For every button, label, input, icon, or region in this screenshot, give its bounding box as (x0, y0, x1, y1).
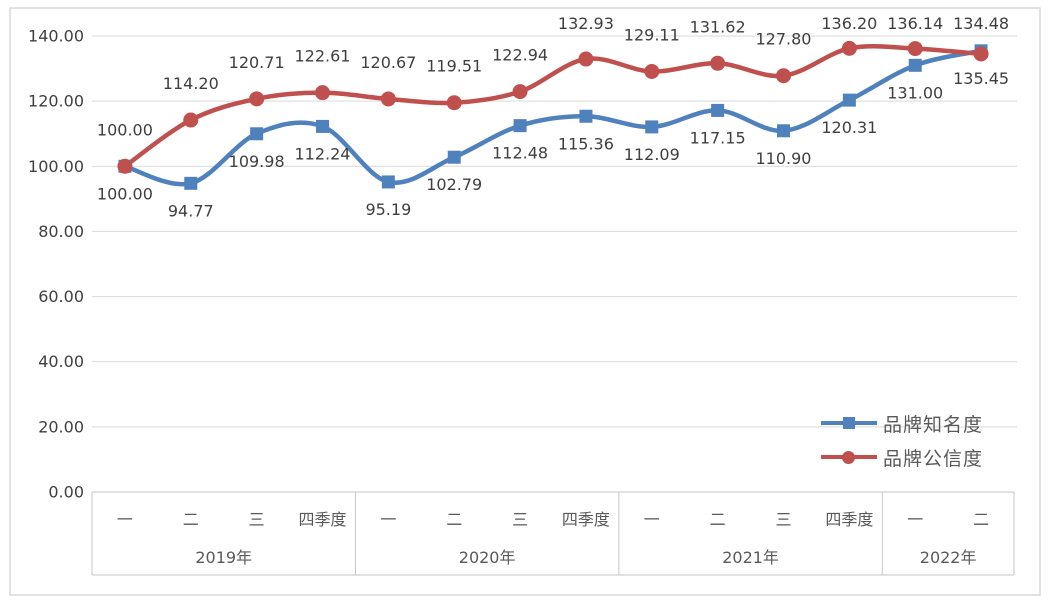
data-label: 100.00 (97, 184, 153, 203)
x-axis-year-label: 2019年 (195, 548, 252, 567)
data-label: 112.48 (492, 144, 548, 163)
circle-marker-icon (973, 46, 989, 62)
square-marker-icon (711, 103, 725, 117)
chart-outer-border (9, 7, 1041, 596)
circle-marker-icon (117, 158, 133, 174)
data-label: 112.24 (295, 144, 351, 163)
circle-marker-icon (841, 40, 857, 56)
data-label: 127.80 (756, 30, 812, 49)
legend-label: 品牌公信度 (883, 447, 984, 470)
x-axis-quarter-label: 二 (710, 510, 726, 529)
legend-label: 品牌知名度 (883, 413, 984, 436)
data-label: 122.94 (492, 46, 548, 65)
data-label: 119.51 (426, 57, 482, 76)
circle-marker-icon (380, 91, 396, 107)
data-label: 132.93 (558, 14, 614, 33)
data-label: 114.20 (163, 74, 219, 93)
data-label: 131.00 (887, 83, 943, 102)
circle-marker-icon (907, 41, 923, 57)
square-marker-icon (381, 175, 395, 189)
square-marker-icon (447, 150, 461, 164)
square-marker-icon (843, 417, 855, 429)
data-label: 112.09 (624, 145, 680, 164)
data-label: 95.19 (365, 200, 411, 219)
data-label: 117.15 (690, 128, 746, 147)
x-axis-year-label: 2022年 (920, 548, 977, 567)
data-label: 122.61 (295, 47, 351, 66)
square-marker-icon (579, 109, 593, 123)
circle-marker-icon (644, 63, 660, 79)
circle-marker-icon (776, 68, 791, 84)
square-marker-icon (842, 93, 856, 107)
x-axis-quarter-label: 二 (183, 510, 199, 529)
x-axis-quarter-label: 二 (446, 510, 462, 529)
data-label: 100.00 (97, 120, 153, 139)
x-axis-year-label: 2020年 (459, 548, 516, 567)
data-label: 115.36 (558, 134, 614, 153)
legend-item-brand-awareness: 品牌知名度 (821, 406, 983, 440)
square-marker-icon (513, 119, 527, 133)
circle-marker-icon (249, 91, 265, 107)
x-axis-quarter-label: 三 (512, 510, 528, 529)
legend-sample-line-square (821, 415, 877, 431)
square-marker-icon (316, 119, 329, 133)
y-axis-tick-label: 20.00 (38, 417, 84, 436)
data-label: 94.77 (168, 201, 214, 220)
legend-item-brand-credibility: 品牌公信度 (821, 440, 983, 474)
x-axis-quarter-label: 四季度 (562, 510, 610, 529)
data-label: 131.62 (690, 17, 746, 36)
data-label: 120.71 (229, 53, 285, 72)
circle-marker-icon (710, 55, 726, 71)
data-label: 102.79 (426, 175, 482, 194)
y-axis-tick-label: 0.00 (48, 483, 84, 502)
x-axis-quarter-label: 一 (907, 510, 923, 529)
square-marker-icon (777, 124, 790, 138)
circle-marker-icon (315, 85, 330, 101)
x-axis-quarter-label: 一 (380, 510, 396, 529)
y-axis-tick-label: 120.00 (28, 92, 84, 111)
circle-marker-icon (578, 51, 594, 67)
data-label: 120.67 (360, 53, 416, 72)
x-axis-quarter-label: 三 (775, 510, 791, 529)
square-marker-icon (908, 58, 922, 72)
y-axis-tick-label: 80.00 (38, 222, 84, 241)
x-axis-quarter-label: 二 (973, 510, 989, 529)
data-label: 120.31 (821, 118, 877, 137)
legend-sample-line-circle (821, 449, 877, 465)
x-axis-year-label: 2021年 (722, 548, 779, 567)
circle-marker-icon (183, 112, 199, 128)
data-label: 110.90 (756, 149, 812, 168)
y-axis-tick-label: 40.00 (38, 352, 84, 371)
square-marker-icon (184, 176, 198, 190)
x-axis-quarter-label: 一 (644, 510, 660, 529)
data-label: 129.11 (624, 25, 680, 44)
y-axis-tick-label: 60.00 (38, 287, 84, 306)
circle-marker-icon (446, 95, 462, 111)
data-label: 134.48 (953, 14, 1009, 33)
data-label: 136.14 (887, 14, 943, 33)
x-axis-quarter-label: 四季度 (298, 510, 346, 529)
data-label: 109.98 (229, 152, 285, 171)
x-axis-quarter-label: 四季度 (825, 510, 873, 529)
y-axis-tick-label: 100.00 (28, 157, 84, 176)
x-axis-quarter-label: 三 (249, 510, 265, 529)
data-label: 135.45 (953, 69, 1009, 88)
square-marker-icon (645, 120, 659, 134)
y-axis-tick-label: 140.00 (28, 27, 84, 46)
legend: 品牌知名度 品牌公信度 (821, 406, 983, 474)
x-axis-quarter-label: 一 (117, 510, 133, 529)
circle-marker-icon (842, 450, 855, 464)
data-label: 136.20 (821, 14, 877, 33)
square-marker-icon (250, 127, 264, 141)
circle-marker-icon (512, 84, 528, 100)
